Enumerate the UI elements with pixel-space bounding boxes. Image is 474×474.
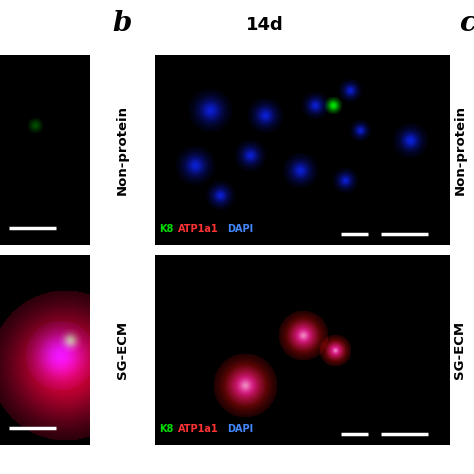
Text: SG-ECM: SG-ECM [116, 321, 129, 379]
Text: b: b [112, 9, 132, 36]
Text: K8: K8 [159, 423, 174, 434]
Text: 14d: 14d [246, 16, 284, 34]
Text: Non-protein: Non-protein [116, 105, 129, 195]
Text: SG-ECM: SG-ECM [454, 321, 466, 379]
Text: ATP1a1: ATP1a1 [177, 224, 218, 234]
Text: DAPI: DAPI [228, 423, 254, 434]
Text: K8: K8 [159, 224, 174, 234]
Text: Non-protein: Non-protein [454, 105, 466, 195]
Text: c: c [460, 9, 474, 36]
Text: ATP1a1: ATP1a1 [177, 423, 218, 434]
Text: DAPI: DAPI [228, 224, 254, 234]
